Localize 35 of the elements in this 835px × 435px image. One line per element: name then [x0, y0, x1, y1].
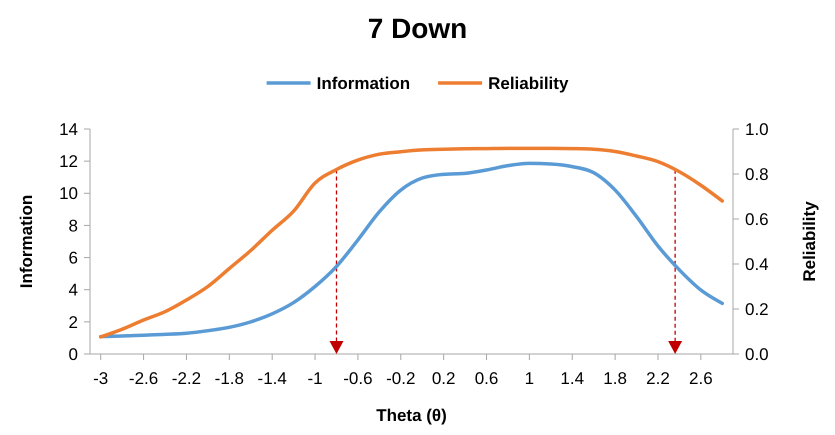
y-tick-label: 10 [59, 184, 78, 204]
x-tick-label: -2.2 [172, 369, 202, 388]
y-tick-label: 2 [68, 312, 78, 332]
x-tick-label: 1.8 [603, 369, 627, 388]
y-tick-label: 12 [59, 152, 78, 172]
x-tick-label: -2.6 [128, 369, 158, 388]
y-tick-label: 4 [68, 280, 78, 300]
y2-tick-label: 1.0 [745, 120, 769, 139]
y-tick-label: 8 [68, 216, 78, 236]
chart-title: 7 Down [368, 13, 468, 44]
x-tick-label: 2.6 [689, 369, 713, 388]
y-tick-label: 0 [68, 344, 78, 364]
x-tick-label: 2.2 [646, 369, 670, 388]
y2-tick-label: 0.2 [745, 300, 769, 319]
y2-tick-label: 0.6 [745, 210, 769, 229]
y-axis-title: Information [17, 194, 36, 288]
x-tick-label: 0.6 [474, 369, 498, 388]
y-tick-label: 14 [59, 120, 78, 139]
x-tick-label: -0.6 [343, 369, 373, 388]
y2-tick-label: 0.0 [745, 344, 769, 364]
x-tick-label: 1.4 [560, 369, 584, 388]
x-tick-label: -1.4 [258, 369, 287, 388]
x-tick-label: -0.2 [386, 369, 416, 388]
y-tick-label: 6 [68, 248, 78, 268]
x-tick-label: -1.8 [214, 369, 244, 388]
x-tick-label: -1 [307, 369, 323, 388]
y2-tick-label: 0.4 [745, 254, 769, 274]
x-tick-label: -3 [93, 369, 108, 388]
x-tick-label: 1 [524, 369, 534, 388]
x-axis-title: Theta (θ) [376, 406, 447, 425]
y2-tick-label: 0.8 [745, 164, 769, 184]
legend-label: Information [316, 74, 410, 93]
legend-label: Reliability [488, 74, 569, 93]
y2-axis-title: Reliability [800, 200, 819, 282]
x-tick-label: 0.2 [432, 369, 456, 388]
